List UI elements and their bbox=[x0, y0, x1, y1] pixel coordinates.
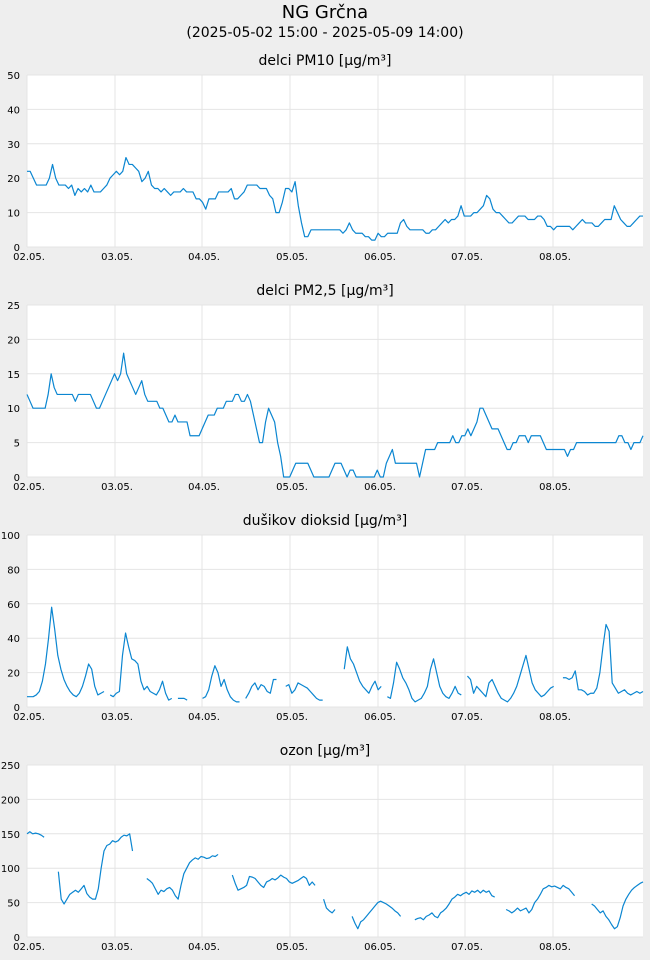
x-tick-label: 02.05. bbox=[13, 942, 45, 953]
chart-title: dušikov dioksid [µg/m³] bbox=[243, 513, 408, 529]
x-tick-label: 04.05. bbox=[188, 942, 220, 953]
plot-area bbox=[27, 75, 643, 247]
y-tick-label: 5 bbox=[14, 439, 20, 450]
series-line bbox=[26, 352, 644, 478]
y-tick-label: 200 bbox=[1, 795, 20, 806]
x-tick-label: 05.05. bbox=[276, 712, 308, 723]
x-tick-label: 07.05. bbox=[451, 252, 483, 263]
y-tick-label: 50 bbox=[7, 71, 20, 82]
y-tick-label: 0 bbox=[14, 243, 20, 254]
y-tick-label: 40 bbox=[7, 634, 20, 645]
x-tick-label: 03.05. bbox=[101, 712, 133, 723]
page-title: NG Grčna bbox=[281, 2, 369, 23]
y-tick-label: 20 bbox=[7, 174, 20, 185]
x-tick-label: 06.05. bbox=[364, 482, 396, 493]
x-tick-label: 06.05. bbox=[364, 712, 396, 723]
x-tick-label: 04.05. bbox=[188, 712, 220, 723]
y-tick-label: 30 bbox=[7, 140, 20, 151]
chart-ozone: ozon [µg/m³] 0 50 100 150 200 250 02.05. 03.05.… bbox=[1, 743, 644, 953]
x-tick-label: 08.05. bbox=[539, 942, 571, 953]
chart-pm10: delci PM10 [µg/m³] 0 10 20 30 40 50 02.05. 03.0… bbox=[7, 53, 643, 263]
x-tick-label: 07.05. bbox=[451, 712, 483, 723]
x-tick-label: 02.05. bbox=[13, 712, 45, 723]
y-tick-label: 250 bbox=[1, 761, 20, 772]
x-tick-label: 03.05. bbox=[101, 252, 133, 263]
plot-area bbox=[27, 535, 643, 707]
x-tick-label: 08.05. bbox=[539, 482, 571, 493]
y-tick-label: 60 bbox=[7, 600, 20, 611]
x-tick-label: 05.05. bbox=[276, 482, 308, 493]
plot-area bbox=[27, 765, 643, 937]
x-tick-label: 08.05. bbox=[539, 252, 571, 263]
x-tick-label: 02.05. bbox=[13, 252, 45, 263]
y-tick-label: 25 bbox=[7, 301, 20, 312]
y-tick-label: 80 bbox=[7, 565, 20, 576]
y-tick-label: 0 bbox=[14, 933, 20, 944]
y-tick-label: 0 bbox=[14, 703, 20, 714]
series-line bbox=[27, 606, 644, 703]
series-line bbox=[26, 831, 644, 930]
y-tick-label: 50 bbox=[7, 899, 20, 910]
y-tick-label: 15 bbox=[7, 370, 20, 381]
x-tick-label: 06.05. bbox=[364, 942, 396, 953]
x-tick-label: 07.05. bbox=[451, 942, 483, 953]
x-tick-label: 07.05. bbox=[451, 482, 483, 493]
y-tick-label: 0 bbox=[14, 473, 20, 484]
x-tick-label: 02.05. bbox=[13, 482, 45, 493]
page-subtitle: (2025-05-02 15:00 - 2025-05-09 14:00) bbox=[186, 25, 464, 41]
chart-pm25: delci PM2,5 [µg/m³] 0 5 10 15 20 25 02.05. 03.0… bbox=[7, 283, 644, 493]
y-tick-label: 10 bbox=[7, 209, 20, 220]
x-tick-label: 06.05. bbox=[364, 252, 396, 263]
x-tick-label: 05.05. bbox=[276, 252, 308, 263]
y-tick-label: 20 bbox=[7, 669, 20, 680]
chart-title: delci PM2,5 [µg/m³] bbox=[256, 283, 393, 299]
x-tick-label: 05.05. bbox=[276, 942, 308, 953]
chart-no2: dušikov dioksid [µg/m³] 0 20 40 60 80 100 02.0… bbox=[1, 513, 644, 723]
plot-area bbox=[27, 305, 643, 477]
x-tick-label: 04.05. bbox=[188, 482, 220, 493]
y-tick-label: 40 bbox=[7, 105, 20, 116]
x-tick-label: 04.05. bbox=[188, 252, 220, 263]
chart-title: delci PM10 [µg/m³] bbox=[259, 53, 392, 69]
y-tick-label: 100 bbox=[1, 531, 20, 542]
y-tick-label: 20 bbox=[7, 335, 20, 346]
x-tick-label: 03.05. bbox=[101, 942, 133, 953]
y-tick-label: 10 bbox=[7, 404, 20, 415]
chart-title: ozon [µg/m³] bbox=[280, 743, 371, 759]
x-tick-label: 08.05. bbox=[539, 712, 571, 723]
series-line bbox=[27, 156, 643, 241]
y-tick-label: 100 bbox=[1, 864, 20, 875]
y-tick-label: 150 bbox=[1, 830, 20, 841]
x-tick-label: 03.05. bbox=[101, 482, 133, 493]
